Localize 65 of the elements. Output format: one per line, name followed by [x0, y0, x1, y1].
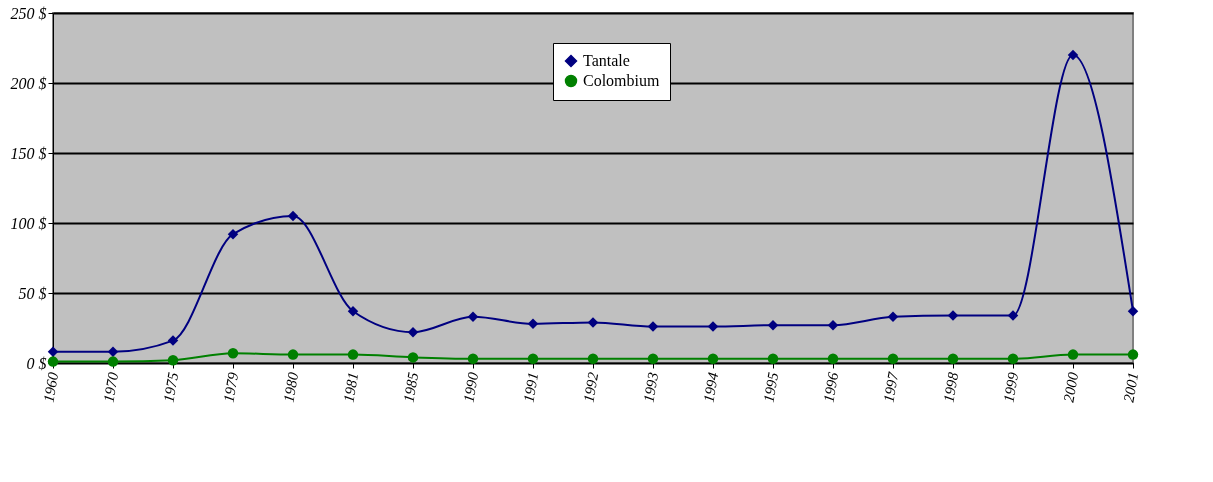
point: [827, 319, 839, 331]
point: [467, 311, 479, 323]
point: [167, 335, 179, 346]
point: [947, 353, 959, 365]
point: [647, 321, 659, 332]
point: [767, 353, 779, 365]
point: [287, 349, 299, 360]
point: [587, 353, 599, 365]
point: [107, 356, 119, 367]
point: [407, 326, 419, 338]
point: [527, 318, 539, 330]
point: [47, 356, 59, 367]
point: [407, 352, 419, 363]
x-tick-label: 1998: [940, 370, 962, 404]
x-tick-label: 1985: [400, 370, 422, 404]
point: [47, 346, 59, 358]
point: [107, 346, 119, 358]
x-tick-label: 1980: [280, 370, 302, 404]
point: [527, 353, 539, 365]
y-tick-label: 100 $: [10, 214, 47, 232]
x-tick-label: 1997: [880, 369, 902, 404]
point: [707, 353, 719, 365]
legend-label: Colombium: [583, 72, 661, 89]
point: [707, 321, 719, 332]
point: [827, 353, 839, 365]
y-tick-label: 50 $: [18, 284, 47, 302]
point: [347, 305, 359, 317]
x-tick-label: 1999: [1000, 370, 1022, 404]
x-tick-label: 2001: [1120, 371, 1142, 404]
point: [1127, 305, 1139, 317]
point: [1067, 349, 1079, 360]
x-tick-label: 1979: [220, 370, 242, 404]
point: [227, 347, 239, 359]
point: [647, 353, 659, 365]
x-tick-label: 1991: [520, 371, 542, 404]
point: [467, 353, 479, 365]
point: [227, 228, 239, 240]
point: [587, 317, 599, 328]
point: [167, 354, 179, 366]
x-tick-label: 1993: [640, 371, 662, 404]
x-tick-label: 1996: [820, 370, 842, 404]
point: [1067, 49, 1079, 61]
x-tick-label: 1992: [580, 370, 602, 404]
x-tick-label: 1995: [760, 370, 782, 404]
point: [947, 310, 959, 321]
point: [887, 311, 899, 323]
point: [347, 349, 359, 360]
y-tick-label: 0 $: [26, 354, 47, 372]
x-tick-label: 2000: [1060, 370, 1082, 404]
x-tick-label: 1960: [40, 370, 62, 404]
y-tick-label: 200 $: [10, 74, 47, 92]
x-tick-label: 1975: [160, 370, 182, 404]
y-tick-label: 250 $: [10, 4, 47, 22]
point: [287, 210, 299, 222]
point: [1007, 310, 1019, 321]
point: [767, 319, 779, 331]
point: [1007, 353, 1019, 365]
x-tick-label: 1994: [700, 370, 722, 404]
x-tick-label: 1990: [460, 370, 482, 404]
point: [887, 353, 899, 365]
point: [1127, 349, 1139, 360]
x-tick-label: 1981: [340, 371, 362, 404]
y-tick-label: 150 $: [10, 144, 47, 162]
x-tick-label: 1970: [100, 370, 122, 404]
legend-label: Tantale: [583, 52, 630, 69]
